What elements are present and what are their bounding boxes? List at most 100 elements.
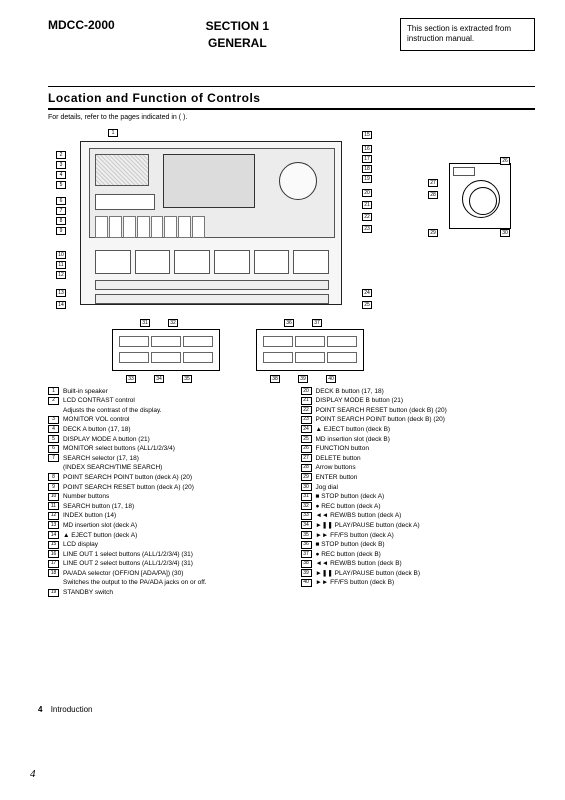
legend-number-box: 18 [48,569,59,577]
callout-number: 3 [56,161,66,169]
callout-number: 2 [56,151,66,159]
page-number: 4 [30,768,36,780]
legend-text: ►► FF/FS button (deck A) [316,531,394,540]
legend-item: 14▲ EJECT button (deck A) [48,531,283,540]
callout-number: 33 [126,375,136,383]
legend-item: 21 DISPLAY MODE B button (21) [301,396,536,405]
legend: 1Built-in speaker2LCD CONTRAST controlAd… [48,387,535,598]
legend-item: 7SEARCH selector (17, 18) [48,454,283,463]
callout-number: 10 [56,251,66,259]
legend-item: 2LCD CONTRAST control [48,396,283,405]
legend-item: 3MONITOR VOL control [48,415,283,424]
legend-text: LINE OUT 2 select buttons (ALL/1/2/3/4) … [63,559,193,568]
rule-under-title [48,108,535,110]
deck-outline [80,141,342,305]
callout-number: 17 [362,155,372,163]
legend-item: 4DECK A button (17, 18) [48,425,283,434]
legend-subtext: (INDEX SEARCH/TIME SEARCH) [48,463,283,472]
footer-reference: 4 Introduction [38,705,93,714]
legend-item: 25MD insertion slot (deck B) [301,435,536,444]
callout-number: 25 [362,301,372,309]
transport-buttons [95,250,329,274]
callout-number: 37 [312,319,322,327]
section-line1: SECTION 1 [75,18,400,35]
main-title: Location and Function of Controls [48,91,535,105]
callout-number: 15 [362,131,372,139]
legend-number-box: 36 [301,541,312,549]
legend-text: Number buttons [63,492,109,501]
legend-item: 39►❚❚ PLAY/PAUSE button (deck B) [301,569,536,578]
legend-text: DISPLAY MODE B button (21) [316,396,404,405]
md-slot-a [95,280,329,290]
callout-number: 21 [362,201,372,209]
legend-item: 28Arrow buttons [301,463,536,472]
legend-text: INDEX button (14) [63,511,116,520]
legend-number-box: 5 [48,435,59,443]
legend-number-box: 30 [301,483,312,491]
legend-text: MONITOR select buttons (ALL/1/2/3/4) [63,444,175,453]
callout-number: 9 [56,227,66,235]
legend-item: 35►► FF/FS button (deck A) [301,531,536,540]
callout-number: 6 [56,197,66,205]
legend-number-box: 10 [48,493,59,501]
legend-text: ◄◄ REW/BS button (deck B) [316,559,402,568]
legend-number-box: 2 [48,397,59,405]
legend-number-box: 3 [48,416,59,424]
legend-item: 9 POINT SEARCH RESET button (deck A) (20) [48,483,283,492]
legend-number-box: 8 [48,473,59,481]
legend-text: POINT SEARCH RESET button (deck A) (20) [63,483,194,492]
callout-number: 24 [362,289,372,297]
callout-number: 11 [56,261,66,269]
callout-number: 12 [56,271,66,279]
callout-number: 35 [182,375,192,383]
legend-item: 20DECK B button (17, 18) [301,387,536,396]
callout-number: 39 [298,375,308,383]
legend-number-box: 21 [301,397,312,405]
button-row-small [95,194,155,210]
legend-text: Jog dial [316,483,338,492]
legend-number-box: 15 [48,541,59,549]
callout-number: 22 [362,213,372,221]
legend-item: 37 ● REC button (deck B) [301,550,536,559]
callout-number: 29 [428,229,438,237]
transport-panel-a [112,329,220,371]
legend-text: MD insertion slot (deck A) [63,521,137,530]
legend-text: LINE OUT 1 select buttons (ALL/1/2/3/4) … [63,550,193,559]
legend-number-box: 27 [301,454,312,462]
legend-text: ►❚❚ PLAY/PAUSE button (deck A) [316,521,420,530]
lcd-screen [163,154,255,208]
footer-page-ref: 4 [38,705,42,714]
legend-text: PA/ADA selector (OFF/ON [ADA/PA]) (30) [63,569,183,578]
legend-number-box: 38 [301,560,312,568]
legend-number-box: 39 [301,569,312,577]
legend-number-box: 9 [48,483,59,491]
legend-text: DELETE button [316,454,361,463]
legend-number-box: 23 [301,416,312,424]
legend-number-box: 29 [301,473,312,481]
legend-number-box: 19 [48,589,59,597]
legend-item: 34►❚❚ PLAY/PAUSE button (deck A) [301,521,536,530]
legend-item: 6MONITOR select buttons (ALL/1/2/3/4) [48,444,283,453]
legend-text: ►► FF/FS button (deck B) [316,578,395,587]
footer-section-label: Introduction [51,705,93,714]
legend-item: 27 DELETE button [301,454,536,463]
legend-number-box: 22 [301,406,312,414]
legend-text: ● REC button (deck A) [316,502,381,511]
callout-number: 38 [270,375,280,383]
legend-text: FUNCTION button [316,444,369,453]
callout-number: 4 [56,171,66,179]
callout-number: 28 [428,191,438,199]
legend-text: ● REC button (deck B) [316,550,381,559]
remote-jog-drawing [449,163,511,229]
legend-number-box: 37 [301,550,312,558]
speaker-grille [95,154,149,186]
legend-number-box: 31 [301,493,312,501]
legend-number-box: 4 [48,425,59,433]
section-line2: GENERAL [75,35,400,52]
remote-buttons [453,167,475,176]
legend-subtext: Adjusts the contrast of the display. [48,406,283,415]
md-slot-b [95,294,329,304]
legend-text: ▲ EJECT button (deck A) [63,531,137,540]
legend-number-box: 1 [48,387,59,395]
legend-number-box: 20 [301,387,312,395]
